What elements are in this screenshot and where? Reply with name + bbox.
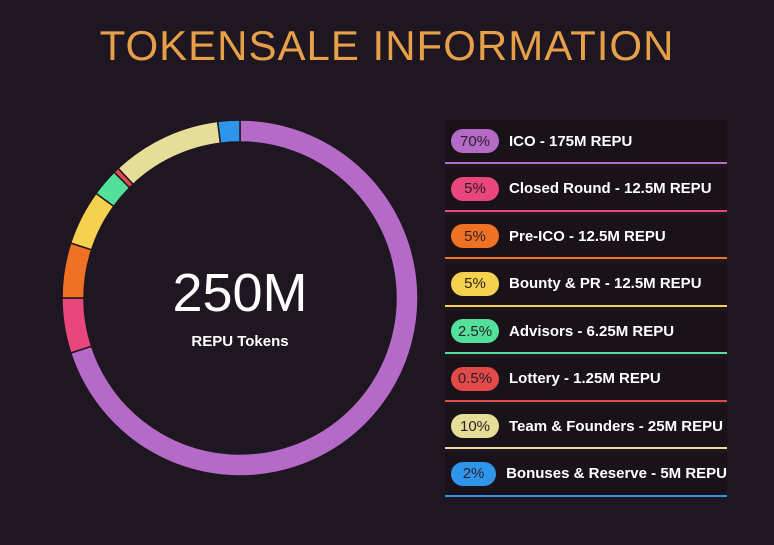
legend-percent-badge: 5%: [451, 271, 499, 296]
legend-percent-badge: 0.5%: [451, 366, 499, 391]
legend-label: Lottery - 1.25M REPU: [509, 370, 661, 387]
legend-label: Advisors - 6.25M REPU: [509, 322, 675, 340]
page-title: TOKENSALE INFORMATION: [99, 22, 675, 69]
legend-percent-badge: 10%: [451, 414, 499, 438]
legend-item: 2% Bonuses & Reserve - 5M REPU: [445, 452, 727, 497]
legend-percent-badge: 5%: [451, 224, 499, 248]
legend-label: Bounty & PR - 12.5M REPU: [509, 275, 702, 292]
legend-item: 0.5% Lottery - 1.25M REPU: [445, 357, 727, 402]
donut-slice-7: [216, 119, 241, 145]
donut-slice-1: [61, 297, 93, 354]
center-total-label: REPU Tokens: [191, 333, 288, 350]
legend-item: 70% ICO - 175M REPU: [445, 120, 727, 164]
legend-item: 10% Team & Founders - 25M REPU: [445, 405, 727, 449]
donut-slice-2: [61, 242, 93, 299]
donut-slice-0: [69, 119, 419, 477]
legend-label: ICO - 175M REPU: [509, 132, 633, 150]
legend-label: Bonuses & Reserve - 5M REPU: [506, 465, 727, 482]
legend-percent-badge: 5%: [451, 176, 499, 201]
legend-item: 2.5% Advisors - 6.25M REPU: [445, 310, 727, 354]
center-total-value: 250M: [172, 263, 307, 323]
donut-slice-6: [117, 120, 222, 186]
legend-percent-badge: 70%: [451, 129, 499, 153]
legend-item: 5% Bounty & PR - 12.5M REPU: [445, 262, 727, 307]
legend-label: Team & Founders - 25M REPU: [509, 417, 723, 435]
donut-slices: [61, 119, 419, 477]
legend-item: 5% Closed Round - 12.5M REPU: [445, 167, 727, 212]
chart-legend: 70% ICO - 175M REPU 5% Closed Round - 12.5M…: [445, 120, 727, 500]
legend-item: 5% Pre-ICO - 12.5M REPU: [445, 215, 727, 259]
legend-percent-badge: 2.5%: [451, 319, 499, 343]
legend-label: Closed Round - 12.5M REPU: [509, 180, 712, 197]
legend-label: Pre-ICO - 12.5M REPU: [509, 227, 666, 245]
legend-percent-badge: 2%: [451, 461, 497, 486]
